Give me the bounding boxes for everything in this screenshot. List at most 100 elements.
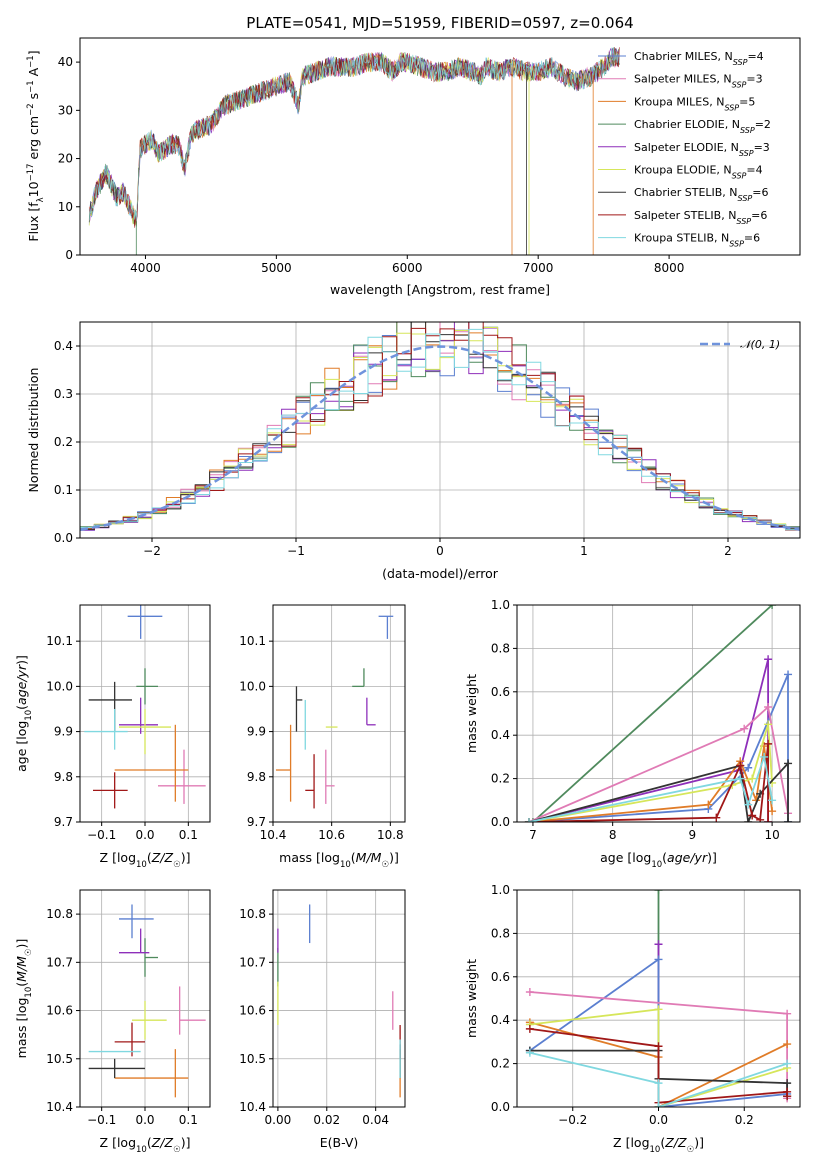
marker-chabrier_miles xyxy=(784,670,793,679)
marker-salpeter_elodie xyxy=(764,655,773,664)
marker-kroupa_stelib xyxy=(744,800,753,809)
y-tick-label: 0.2 xyxy=(54,435,73,449)
marker-chabrier_stelib xyxy=(744,818,753,822)
y-tick-label: 10.4 xyxy=(239,1100,266,1114)
spectrum-legend: Chabrier MILES, NSSP=4 Salpeter MILES, NS… xyxy=(598,50,771,248)
y-tick-label: 1.0 xyxy=(491,598,510,612)
y-tick-label: 0.0 xyxy=(491,815,510,829)
legend-entry-salpeter_stelib: Salpeter STELIB, NSSP=6 xyxy=(634,209,767,226)
age_vs_Z-ylabel: age [log10(age/yr)] xyxy=(14,655,34,772)
x-tick-label: 8 xyxy=(609,828,617,842)
mass_weight_vs_Z-axes: −0.2 0.0 0.2 0.0 0.2 0.4 0.6 0.8 1.0 Z [log10(Z/Z… xyxy=(464,883,801,1155)
age_vs_mass-points xyxy=(275,615,394,809)
y-tick-label: 0.2 xyxy=(491,1057,510,1071)
x-tick-label: −0.1 xyxy=(87,828,116,842)
y-tick-label: 10.7 xyxy=(46,955,73,969)
y-tick-label: 9.9 xyxy=(247,725,266,739)
marker-kroupa_miles xyxy=(783,1040,792,1049)
marker-salpeter_miles xyxy=(764,702,773,711)
spectrum-axes: 4000 5000 6000 7000 8000 0 10 20 30 40 wavelength … xyxy=(26,37,801,297)
histogram-lines xyxy=(80,322,800,531)
y-tick-label: 9.8 xyxy=(54,770,73,784)
mass_vs_ebv-axes: 0.00 0.02 0.04 10.4 10.5 10.6 10.7 10.8 E(B-V) xyxy=(239,889,406,1150)
mass_weight_vs_age-series xyxy=(524,605,793,822)
y-tick-label: 0.0 xyxy=(491,1100,510,1114)
x-tick-label: 0.0 xyxy=(649,1113,668,1127)
marker-salpeter_elodie xyxy=(654,940,663,949)
x-tick-label: 10 xyxy=(764,828,779,842)
residuals-xlabel: (data-model)/error xyxy=(382,566,499,581)
x-tick-label: 7000 xyxy=(523,261,554,275)
x-tick-label: 10.4 xyxy=(260,828,287,842)
marker-kroupa_elodie xyxy=(764,720,773,729)
y-tick-label: 10.5 xyxy=(46,1052,73,1066)
x-tick-label: 0.0 xyxy=(135,1113,154,1127)
legend-entry-kroupa_elodie: Kroupa ELODIE, NSSP=4 xyxy=(634,164,763,181)
mass_vs_ebv-points xyxy=(277,904,401,1098)
mass_vs_Z-axes: −0.1 0.0 0.1 10.4 10.5 10.6 10.7 10.8 Z [log10(Z… xyxy=(14,889,211,1155)
x-tick-label: 10.6 xyxy=(318,828,345,842)
marker-salpeter_miles xyxy=(783,1009,792,1018)
x-tick-label: 5000 xyxy=(261,261,292,275)
marker-kroupa_stelib xyxy=(654,1103,663,1107)
x-tick-label: −0.2 xyxy=(558,1113,587,1127)
histogram-chabrier_miles xyxy=(80,329,800,531)
marker-kroupa_stelib xyxy=(768,796,777,805)
y-tick-label: 10.5 xyxy=(239,1052,266,1066)
y-tick-label: 10.6 xyxy=(46,1004,73,1018)
spectrum-ylabel: Flux [fλ10−17 erg cm−2 s−1 A−1] xyxy=(26,50,46,241)
gaussian-legend-label: 𝒩(0, 1) xyxy=(740,338,780,351)
marker-salpeter_miles xyxy=(740,724,749,733)
y-tick-label: 0.3 xyxy=(54,387,73,401)
series-chabrier_stelib xyxy=(528,761,789,822)
marker-kroupa_miles xyxy=(768,807,777,816)
y-tick-label: 10.0 xyxy=(239,679,266,693)
y-tick-label: 9.7 xyxy=(247,815,266,829)
spectrum-line-chabrier_stelib xyxy=(88,48,620,226)
marker-kroupa_stelib xyxy=(525,1048,534,1057)
x-tick-label: 7 xyxy=(529,828,537,842)
y-tick-label: 10.1 xyxy=(239,634,266,648)
age_vs_mass-axes: 10.4 10.6 10.8 9.7 9.8 9.9 10.0 10.1 mass [log10… xyxy=(239,604,406,870)
y-tick-label: 0.8 xyxy=(491,641,510,655)
y-tick-label: 9.7 xyxy=(54,815,73,829)
x-tick-label: 0.02 xyxy=(313,1113,340,1127)
spectrum-line-kroupa_stelib xyxy=(88,47,620,222)
mass_vs_Z-xlabel: Z [log10(Z/Z☉)] xyxy=(100,1135,191,1155)
y-tick-label: 10.4 xyxy=(46,1100,73,1114)
x-tick-label: 10.8 xyxy=(377,828,404,842)
marker-kroupa_stelib xyxy=(760,752,769,761)
marker-salpeter_stelib xyxy=(525,1024,534,1033)
histogram-kroupa_elodie xyxy=(80,327,800,530)
x-tick-label: −0.1 xyxy=(87,1113,116,1127)
x-tick-label: 0.1 xyxy=(179,1113,198,1127)
x-tick-label: 0.2 xyxy=(735,1113,754,1127)
axes-frame xyxy=(272,604,406,823)
marker-chabrier_miles xyxy=(654,955,663,964)
x-tick-label: 0.04 xyxy=(362,1113,389,1127)
x-tick-label: 0.0 xyxy=(135,828,154,842)
marker-kroupa_stelib xyxy=(654,1079,663,1088)
legend-entry-kroupa_stelib: Kroupa STELIB, NSSP=6 xyxy=(634,232,760,249)
x-tick-label: 0.1 xyxy=(179,828,198,842)
legend-entry-salpeter_miles: Salpeter MILES, NSSP=3 xyxy=(634,73,763,90)
series-kroupa_stelib xyxy=(529,1051,788,1107)
y-tick-label: 10 xyxy=(58,200,73,214)
residuals-ylabel: Normed distribution xyxy=(26,368,41,493)
axes-frame xyxy=(79,604,211,823)
mass_weight_vs_Z-xlabel: Z [log10(Z/Z☉)] xyxy=(613,1135,704,1155)
x-tick-label: 9 xyxy=(689,828,697,842)
axes-frame xyxy=(516,604,801,823)
gaussian-curve xyxy=(80,345,800,531)
legend-entry-chabrier_stelib: Chabrier STELIB, NSSP=6 xyxy=(634,186,768,203)
marker-chabrier_stelib xyxy=(783,1079,792,1088)
legend-entry-chabrier_elodie: Chabrier ELODIE, NSSP=2 xyxy=(634,118,771,135)
marker-chabrier_stelib xyxy=(784,759,793,768)
legend-entry-salpeter_elodie: Salpeter ELODIE, NSSP=3 xyxy=(634,141,770,158)
mass_weight_vs_Z-ylabel: mass weight xyxy=(464,959,479,1038)
mass_weight_vs_age-xlabel: age [log10(age/yr)] xyxy=(600,850,717,870)
y-tick-label: 0.4 xyxy=(54,339,73,353)
x-tick-label: 8000 xyxy=(654,261,685,275)
y-tick-label: 0.6 xyxy=(491,685,510,699)
